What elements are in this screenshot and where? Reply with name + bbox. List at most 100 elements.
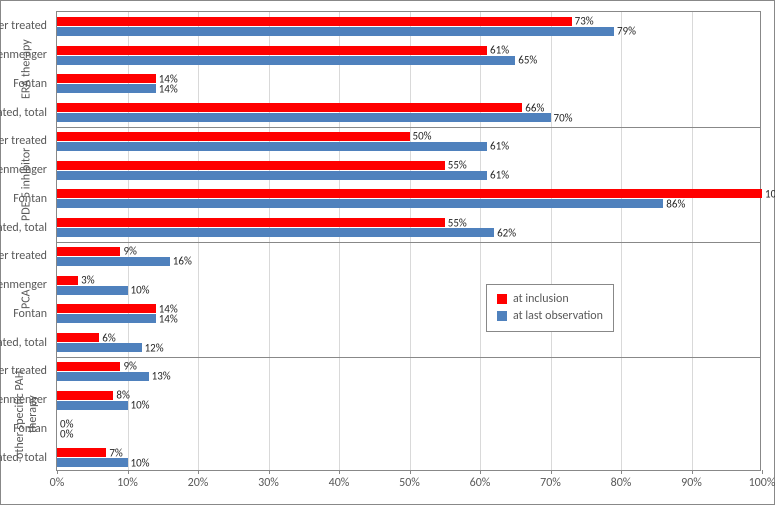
x-tick-label: 40% — [329, 476, 350, 490]
legend-item: at inclusion — [497, 291, 603, 308]
category-label: Fontan — [13, 192, 47, 206]
bar-label-at-inclusion: 100% — [765, 187, 775, 200]
bar-label-at-inclusion: 55% — [448, 159, 467, 172]
bar-at-last-observation — [57, 257, 170, 266]
category-label: Eisenmenger treated — [0, 19, 47, 33]
x-tick — [480, 470, 481, 474]
x-tick — [551, 470, 552, 474]
bar-label-at-last-observation: 16% — [173, 255, 192, 268]
bar-label-at-inclusion: 6% — [102, 331, 115, 344]
x-tick-label: 80% — [611, 476, 632, 490]
bar-at-inclusion — [57, 46, 487, 55]
bar-at-last-observation — [57, 56, 515, 65]
bar-at-inclusion — [57, 362, 120, 371]
legend-item: at last observation — [497, 308, 603, 325]
x-tick-label: 50% — [399, 476, 420, 490]
bar-label-at-last-observation: 61% — [490, 140, 509, 153]
bar-at-inclusion — [57, 218, 445, 227]
plot-area: 0%10%20%30%40%50%60%70%80%90%100%ERA the… — [56, 11, 761, 471]
category-label: Eisenmenger treated — [0, 249, 47, 263]
bar-at-inclusion — [57, 247, 120, 256]
bar-at-last-observation — [57, 113, 551, 122]
category-label: CHD treated, total — [0, 451, 47, 465]
bar-at-inclusion — [57, 17, 572, 26]
group-divider — [57, 127, 760, 128]
bar-label-at-inclusion: 73% — [575, 15, 594, 28]
bar-at-last-observation — [57, 199, 663, 208]
x-tick-label: 70% — [540, 476, 561, 490]
category-label: non-Eisenmenger — [0, 163, 47, 177]
bar-at-last-observation — [57, 372, 149, 381]
bar-label-at-last-observation: 62% — [497, 226, 516, 239]
bar-at-inclusion — [57, 304, 156, 313]
grid-line — [480, 12, 481, 470]
x-tick — [410, 470, 411, 474]
chart-container: 0%10%20%30%40%50%60%70%80%90%100%ERA the… — [0, 0, 775, 505]
category-label: CHD treated, total — [0, 221, 47, 235]
bar-at-inclusion — [57, 448, 106, 457]
grid-line — [269, 12, 270, 470]
bar-label-at-last-observation: 61% — [490, 169, 509, 182]
bar-label-at-last-observation: 70% — [554, 111, 573, 124]
bar-label-at-inclusion: 9% — [123, 245, 136, 258]
category-label: Eisenmenger treated — [0, 134, 47, 148]
x-tick — [57, 470, 58, 474]
bar-label-at-inclusion: 9% — [123, 360, 136, 373]
category-label: CHD treated, total — [0, 336, 47, 350]
x-tick — [339, 470, 340, 474]
bar-at-last-observation — [57, 84, 156, 93]
x-tick — [198, 470, 199, 474]
bar-label-at-inclusion: 66% — [525, 101, 544, 114]
bar-label-at-last-observation: 13% — [152, 370, 171, 383]
bar-at-inclusion — [57, 276, 78, 285]
bar-label-at-last-observation: 14% — [159, 312, 178, 325]
bar-label-at-inclusion: 61% — [490, 44, 509, 57]
bar-at-inclusion — [57, 189, 762, 198]
bar-label-at-last-observation: 79% — [617, 25, 636, 38]
category-label: non-Eisenmenger — [0, 393, 47, 407]
bar-at-last-observation — [57, 286, 128, 295]
group-divider — [57, 242, 760, 243]
bar-at-last-observation — [57, 142, 487, 151]
bar-label-at-last-observation: 86% — [666, 197, 685, 210]
group-divider — [57, 357, 760, 358]
x-tick-label: 100% — [749, 476, 775, 490]
bar-at-last-observation — [57, 458, 128, 467]
bar-label-at-last-observation: 10% — [131, 399, 150, 412]
legend-label: at last observation — [513, 308, 603, 325]
bar-label-at-inclusion: 55% — [448, 216, 467, 229]
grid-line — [410, 12, 411, 470]
bar-label-at-last-observation: 10% — [131, 284, 150, 297]
bar-at-inclusion — [57, 132, 410, 141]
x-tick — [621, 470, 622, 474]
x-tick-label: 20% — [188, 476, 209, 490]
x-tick — [269, 470, 270, 474]
bar-at-last-observation — [57, 27, 614, 36]
x-tick — [128, 470, 129, 474]
category-label: Fontan — [13, 307, 47, 321]
bar-label-at-inclusion: 7% — [109, 446, 122, 459]
legend-label: at inclusion — [513, 291, 569, 308]
bar-at-last-observation — [57, 343, 142, 352]
x-tick-label: 90% — [681, 476, 702, 490]
bar-label-at-inclusion: 50% — [413, 130, 432, 143]
category-label: Fontan — [13, 77, 47, 91]
x-tick — [762, 470, 763, 474]
bar-label-at-inclusion: 8% — [116, 389, 129, 402]
grid-line — [198, 12, 199, 470]
bar-label-at-last-observation: 0% — [60, 427, 73, 440]
legend-swatch — [497, 294, 507, 304]
grid-line — [339, 12, 340, 470]
category-label: Eisenmenger treated — [0, 364, 47, 378]
bar-at-inclusion — [57, 74, 156, 83]
legend: at inclusionat last observation — [486, 284, 614, 332]
bar-label-at-last-observation: 14% — [159, 82, 178, 95]
bar-at-inclusion — [57, 161, 445, 170]
bar-at-last-observation — [57, 314, 156, 323]
x-tick-label: 30% — [258, 476, 279, 490]
category-label: Fontan — [13, 422, 47, 436]
bar-at-last-observation — [57, 171, 487, 180]
bar-at-last-observation — [57, 401, 128, 410]
x-tick-label: 10% — [117, 476, 138, 490]
bar-at-inclusion — [57, 333, 99, 342]
